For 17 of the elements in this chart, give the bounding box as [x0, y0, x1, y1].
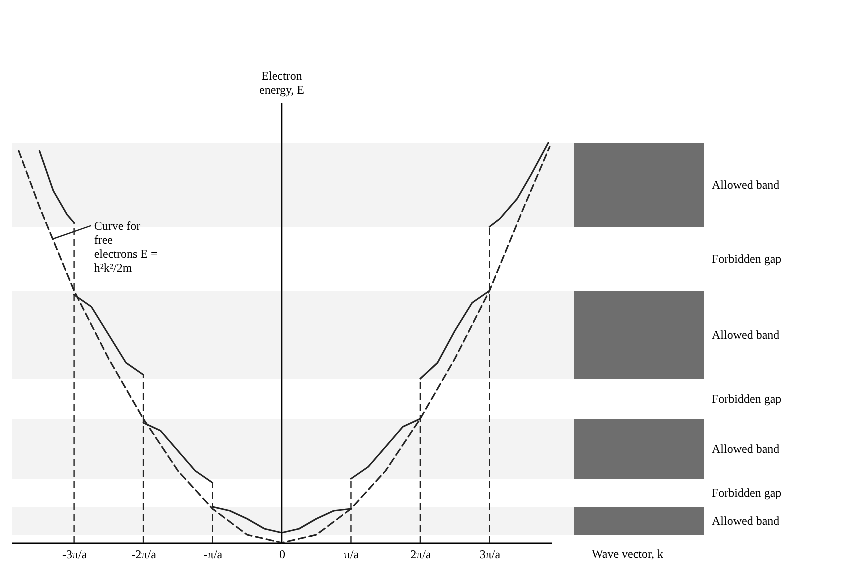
x-tick-label: π/a	[344, 548, 360, 562]
y-axis-title: Electron energy, E	[260, 69, 304, 97]
band-label: Allowed band	[712, 442, 780, 456]
text: Forbidden gap	[712, 252, 782, 266]
x-tick-label: 2π/a	[410, 548, 432, 562]
band-label: Allowed band	[712, 328, 780, 342]
x-axis-title: Wave vector, k	[592, 547, 664, 561]
x-tick-label: 3π/a	[480, 548, 502, 562]
text: Forbidden gap	[712, 486, 782, 500]
x-tick-label: -2π/a	[132, 548, 158, 562]
text: Forbidden gap	[712, 392, 782, 406]
band-label: Allowed band	[712, 178, 780, 192]
x-tick-label: -π/a	[204, 548, 224, 562]
annotation: Curve for free electrons E = ħ²k²/2m	[94, 218, 158, 275]
x-tick-label: -3π/a	[62, 548, 88, 562]
x-tick-label: 0	[280, 548, 286, 562]
band-label: Allowed band	[712, 514, 780, 528]
